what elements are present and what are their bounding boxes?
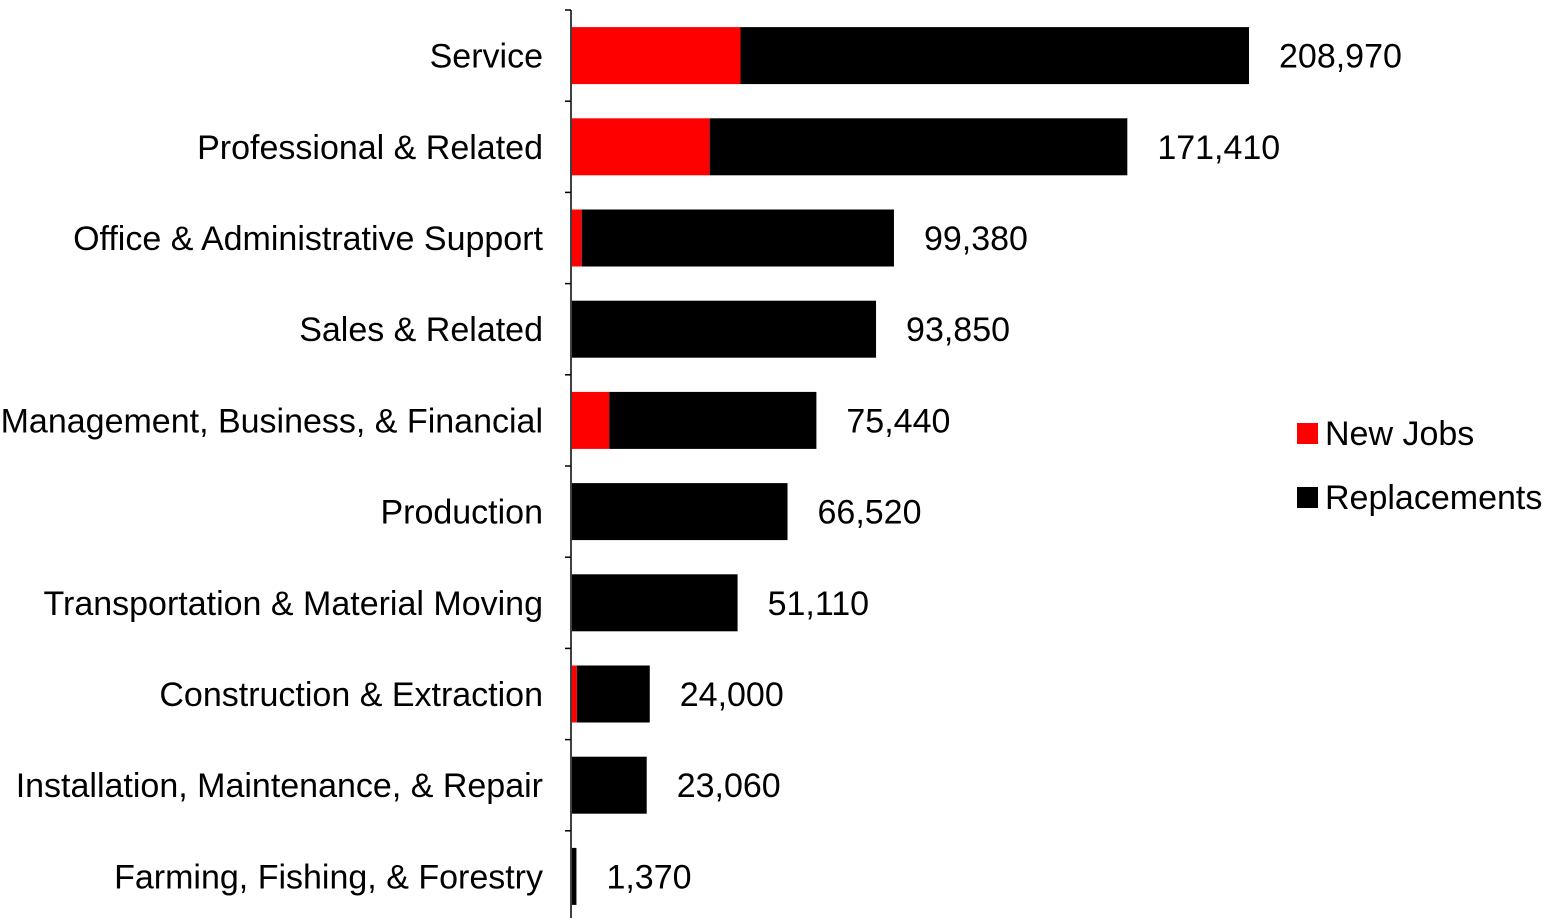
category-label: Professional & Related	[197, 129, 543, 167]
bar-new-jobs-1	[572, 118, 710, 176]
category-label: Farming, Fishing, & Forestry	[114, 858, 543, 896]
bar-replacements-5	[572, 483, 788, 541]
bar-replacements-4	[609, 391, 817, 449]
bar-replacements-1	[709, 118, 1128, 176]
category-label: Production	[380, 494, 543, 532]
data-label: 208,970	[1279, 38, 1402, 76]
category-label: Management, Business, & Financial	[1, 402, 543, 440]
bar-replacements-7	[576, 665, 650, 723]
bar-new-jobs-2	[572, 209, 582, 267]
data-label: 23,060	[677, 767, 781, 805]
bars-layer	[572, 27, 1249, 905]
category-label: Transportation & Material Moving	[43, 585, 543, 623]
data-label: 24,000	[680, 676, 784, 714]
data-label: 51,110	[768, 585, 869, 623]
category-label: Sales & Related	[299, 311, 543, 349]
legend-label-replacements: Replacements	[1325, 479, 1542, 517]
category-label: Installation, Maintenance, & Repair	[16, 767, 543, 805]
category-label: Office & Administrative Support	[73, 220, 543, 258]
bar-new-jobs-4	[572, 391, 610, 449]
bar-replacements-6	[572, 574, 738, 632]
category-label: Service	[430, 38, 543, 76]
data-label: 66,520	[818, 494, 922, 532]
bar-new-jobs-0	[572, 27, 741, 85]
bar-new-jobs-7	[572, 665, 577, 723]
axis-layer	[565, 9, 572, 918]
bar-replacements-3	[572, 300, 877, 358]
category-label: Construction & Extraction	[159, 676, 543, 714]
labels-layer: Service 208,970 Professional & Related 171,…	[1, 38, 1402, 897]
data-label: 171,410	[1157, 129, 1280, 167]
legend-label-new-jobs: New Jobs	[1325, 415, 1474, 453]
bar-replacements-8	[572, 756, 647, 814]
data-label: 93,850	[906, 311, 1010, 349]
legend-swatch-new-jobs	[1297, 423, 1318, 444]
bar-replacements-9	[572, 847, 577, 905]
legend: New Jobs Replacements	[1297, 415, 1542, 517]
legend-swatch-replacements	[1297, 487, 1318, 508]
data-label: 99,380	[924, 220, 1028, 258]
bar-replacements-2	[581, 209, 894, 267]
bar-replacements-0	[740, 27, 1249, 85]
data-label: 75,440	[846, 402, 950, 440]
data-label: 1,370	[606, 858, 691, 896]
